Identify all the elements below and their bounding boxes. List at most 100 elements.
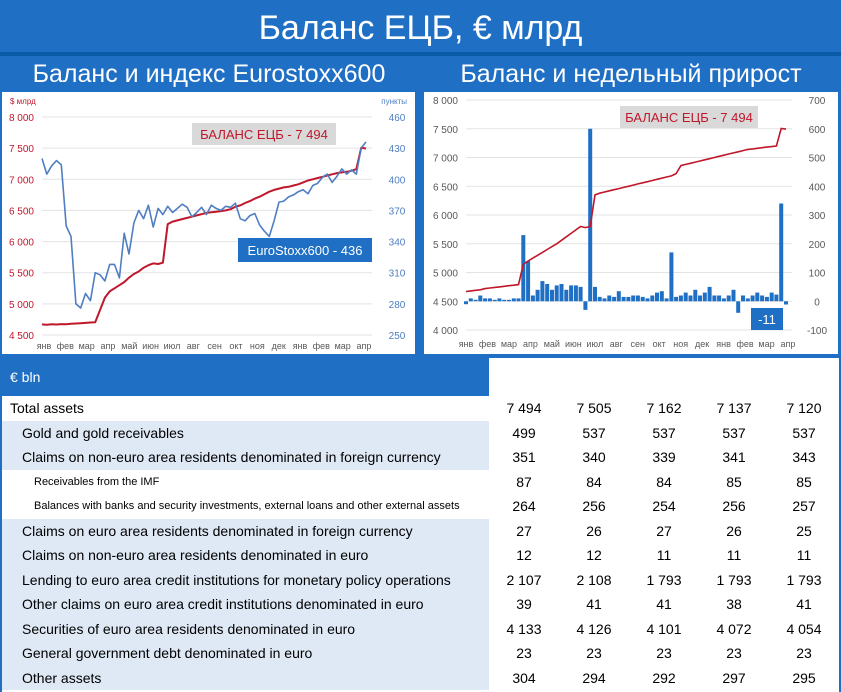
weekly-change-bar <box>621 296 626 302</box>
weekly-change-bar <box>483 298 488 302</box>
row-value: 7 137 <box>699 396 769 421</box>
row-label: Claims on euro area residents denominate… <box>2 518 489 543</box>
weekly-change-bar <box>678 295 683 302</box>
weekly-change-bar <box>688 295 693 302</box>
x-tick: янв <box>37 341 52 351</box>
balance-table: € bln 02.апр 26.мар 19.мар 12.мар 05.мар Tota… <box>2 358 839 690</box>
x-tick: мар <box>758 339 774 349</box>
left-y-tick: 5 500 <box>9 269 34 280</box>
x-tick: ноя <box>673 339 688 349</box>
row-value: 26 <box>559 518 629 543</box>
row-value: 264 <box>489 494 559 519</box>
row-value: 537 <box>699 420 769 445</box>
row-value: 341 <box>699 445 769 470</box>
left-y-tick: 7 500 <box>9 144 34 155</box>
weekly-change-bar <box>669 252 674 302</box>
header-label: € bln <box>2 358 489 396</box>
weekly-change-bar <box>631 295 636 302</box>
left-y-tick: 5 500 <box>433 240 458 251</box>
left-chart-panel: $ млрд пункты 4 500 5 000 5 500 6 000 6 500 7 0… <box>2 92 415 354</box>
weekly-change-bar <box>616 291 621 302</box>
row-value: 294 <box>559 665 629 690</box>
weekly-change-bar <box>626 296 631 302</box>
right-y-tick: 280 <box>389 300 406 311</box>
weekly-change-bar <box>755 292 760 302</box>
right-y-tick: -100 <box>807 326 827 337</box>
balance-weekly-chart: 4 000 4 500 5 000 5 500 6 000 6 500 7 000 7 500… <box>433 96 827 349</box>
x-tick: мар <box>501 339 517 349</box>
header-date: 05.мар <box>769 358 839 396</box>
row-value: 12 <box>559 543 629 568</box>
balance-line <box>465 127 787 293</box>
balance-table-panel: € bln 02.апр 26.мар 19.мар 12.мар 05.мар Tota… <box>2 358 839 692</box>
header-date: 12.мар <box>699 358 769 396</box>
right-y-tick: 460 <box>389 113 406 124</box>
x-tick: июл <box>586 339 603 349</box>
weekly-change-bar <box>698 295 702 302</box>
weekly-change-bar <box>640 296 645 302</box>
balance-label-box <box>620 106 758 128</box>
weekly-change-bar <box>635 295 640 302</box>
row-value: 2 107 <box>489 567 559 592</box>
row-value: 85 <box>769 469 839 494</box>
right-y-tick: 700 <box>809 96 826 107</box>
row-value: 23 <box>629 641 699 666</box>
table-row: Claims on non-euro area residents denomi… <box>2 445 839 470</box>
stoxx-label-box <box>238 238 372 262</box>
weekly-change-bar <box>612 296 617 302</box>
x-tick: янв <box>459 339 474 349</box>
row-value: 339 <box>629 445 699 470</box>
weekly-change-bar <box>664 298 669 302</box>
weekly-change-bar <box>578 286 583 302</box>
left-y-tick: 6 500 <box>433 182 458 193</box>
row-value: 295 <box>769 665 839 690</box>
left-y-tick: 7 500 <box>433 125 458 136</box>
left-y-tick: 5 000 <box>433 269 458 280</box>
row-value: 85 <box>699 469 769 494</box>
table-row: Balances with banks and security investm… <box>2 494 839 519</box>
row-value: 304 <box>489 665 559 690</box>
row-label: Total assets <box>10 400 84 417</box>
table-row: Claims on non-euro area residents denomi… <box>2 543 839 568</box>
weekly-change-bar <box>593 286 597 302</box>
row-value: 11 <box>769 543 839 568</box>
x-tick: окт <box>653 339 666 349</box>
title-divider <box>0 52 841 56</box>
weekly-change-bar <box>760 295 765 302</box>
left-chart-title: Баланс и индекс Eurostoxx600 <box>32 60 386 88</box>
weekly-change-bar <box>597 296 602 302</box>
right-y-tick: 0 <box>814 297 820 308</box>
weekly-change-bar <box>717 295 722 302</box>
right-y-tick: 250 <box>389 331 406 342</box>
weekly-change-bar <box>607 295 612 302</box>
row-value: 23 <box>699 641 769 666</box>
row-label: Claims on non-euro area residents denomi… <box>2 445 489 470</box>
table-row: Other assets 304 294 292 297 295 <box>2 665 839 690</box>
page-title: Баланс ЕЦБ, € млрд <box>0 0 841 52</box>
row-value: 292 <box>629 665 699 690</box>
x-tick: июн <box>565 339 582 349</box>
row-label: Other claims on euro area credit institu… <box>2 592 489 617</box>
x-tick: июн <box>142 341 159 351</box>
weekly-change-bar <box>750 295 755 302</box>
row-value: 1 793 <box>769 567 839 592</box>
right-y-tick: 400 <box>809 182 826 193</box>
row-label: Receivables from the IMF <box>34 475 160 488</box>
weekly-change-bar <box>588 128 593 302</box>
right-y-tick: 100 <box>809 269 826 280</box>
x-tick: авг <box>187 341 201 351</box>
weekly-change-bar <box>502 299 507 302</box>
x-tick: авг <box>610 339 624 349</box>
weekly-change-bar <box>573 285 578 302</box>
weekly-change-bar <box>784 301 788 305</box>
x-tick: апр <box>781 339 796 349</box>
right-y-tick: 400 <box>389 175 406 186</box>
table-row: Other claims on euro area credit institu… <box>2 592 839 617</box>
weekly-change-bar <box>731 289 736 302</box>
row-value: 351 <box>489 445 559 470</box>
x-tick: янв <box>293 341 308 351</box>
row-value: 4 054 <box>769 616 839 641</box>
weekly-change-bar <box>726 295 731 302</box>
weekly-change-bar <box>707 286 712 302</box>
x-tick: сен <box>207 341 222 351</box>
